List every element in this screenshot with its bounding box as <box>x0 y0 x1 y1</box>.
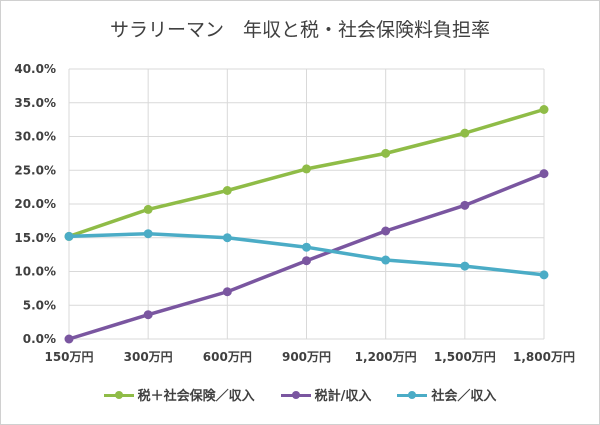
legend-swatch <box>103 389 134 401</box>
legend-swatch <box>397 389 428 401</box>
y-tick-label: 25.0% <box>14 163 56 177</box>
data-point <box>381 226 391 236</box>
data-point <box>539 270 549 280</box>
data-point <box>143 204 153 214</box>
y-tick-label: 40.0% <box>14 62 56 76</box>
x-tick-label: 150万円 <box>44 350 93 364</box>
data-point <box>222 186 232 195</box>
data-point <box>302 242 311 252</box>
x-tick-label: 900万円 <box>282 350 331 364</box>
legend-label: 税＋社会保険／収入 <box>137 389 255 404</box>
legend-item: 税＋社会保険／収入 <box>103 385 255 404</box>
legend-item: 社会／収入 <box>397 385 496 404</box>
data-point <box>222 287 232 297</box>
legend-swatch <box>280 389 311 401</box>
data-point <box>539 105 549 114</box>
data-point <box>302 164 311 174</box>
data-point <box>460 128 470 138</box>
legend-label: 社会／収入 <box>431 389 497 404</box>
data-point <box>64 231 74 241</box>
y-tick-label: 20.0% <box>14 197 56 211</box>
data-point <box>143 229 153 239</box>
data-point <box>460 200 470 210</box>
series-lines <box>64 105 549 344</box>
data-point <box>302 256 311 266</box>
data-point <box>64 334 74 344</box>
y-tick-label: 15.0% <box>14 231 56 245</box>
y-tick-label: 35.0% <box>14 96 56 110</box>
y-tick-label: 5.0% <box>23 298 56 312</box>
y-tick-label: 30.0% <box>14 130 56 144</box>
x-tick-label: 300万円 <box>124 350 173 364</box>
data-point <box>143 310 153 320</box>
data-point <box>539 169 549 179</box>
legend-item: 税計/収入 <box>280 385 372 404</box>
legend: 税＋社会保険／収入 税計/収入 社会／収入 <box>1 385 599 404</box>
chart-title: サラリーマン 年収と税・社会保険料負担率 <box>109 19 490 41</box>
x-tick-label: 1,500万円 <box>434 350 496 364</box>
data-point <box>381 255 391 265</box>
x-tick-label: 1,200万円 <box>355 350 417 364</box>
data-point <box>381 148 391 158</box>
data-point <box>460 261 470 271</box>
x-axis-ticks: 150万円 300万円 600万円 900万円 1,200万円 1,500万円 1,800万… <box>44 350 575 364</box>
y-tick-label: 0.0% <box>23 332 56 346</box>
data-point <box>222 233 232 243</box>
legend-label: 税計/収入 <box>314 389 372 404</box>
y-tick-label: 10.0% <box>14 265 56 279</box>
y-axis-ticks: 0.0% 5.0% 10.0% 15.0% 20.0% 25.0% 30.0% 35.0% 40… <box>14 62 56 346</box>
x-tick-label: 1,800万円 <box>513 350 575 364</box>
x-tick-label: 600万円 <box>203 350 252 364</box>
